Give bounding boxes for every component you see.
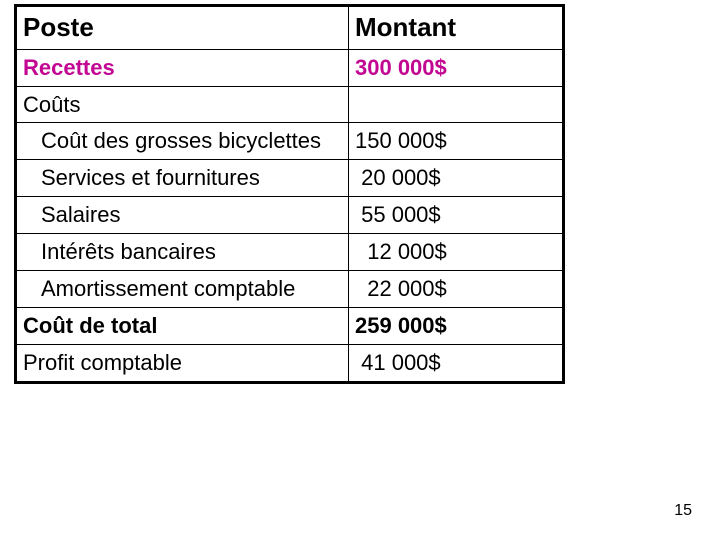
col-header-montant: Montant (349, 7, 563, 50)
table-row: Salaires 55 000$ (17, 197, 563, 234)
cell-poste: Coût de total (23, 313, 157, 338)
cell-poste: Services et fournitures (23, 162, 260, 194)
table-row: Coût des grosses bicyclettes 150 000$ (17, 123, 563, 160)
page-number: 15 (674, 502, 692, 520)
table: Poste Montant Recettes 300 000$ Coûts Co… (16, 6, 563, 382)
cell-poste: Salaires (23, 199, 120, 231)
cell-poste: Recettes (23, 55, 115, 80)
cell-montant: 259 000$ (355, 313, 447, 338)
cell-montant: 22 000$ (367, 276, 447, 301)
table-row: Services et fournitures 20 000$ (17, 160, 563, 197)
table-row: Recettes 300 000$ (17, 49, 563, 86)
cell-poste: Coûts (23, 92, 80, 117)
cell-poste: Amortissement comptable (23, 273, 295, 305)
table-row: Profit comptable 41 000$ (17, 344, 563, 381)
cell-montant: 55 000$ (361, 202, 441, 227)
cell-poste: Profit comptable (23, 350, 182, 375)
cell-montant: 12 000$ (367, 239, 447, 264)
cell-montant: 20 000$ (361, 165, 441, 190)
cell-montant: 41 000$ (361, 350, 441, 375)
table-row: Intérêts bancaires 12 000$ (17, 234, 563, 271)
cell-poste: Coût des grosses bicyclettes (23, 125, 321, 157)
cell-poste: Intérêts bancaires (23, 236, 216, 268)
financial-table: Poste Montant Recettes 300 000$ Coûts Co… (14, 4, 565, 384)
table-row: Coût de total 259 000$ (17, 307, 563, 344)
table-header-row: Poste Montant (17, 7, 563, 50)
table-row: Amortissement comptable 22 000$ (17, 271, 563, 308)
cell-montant: 300 000$ (355, 55, 447, 80)
table-row: Coûts (17, 86, 563, 123)
cell-montant: 150 000$ (355, 128, 447, 153)
col-header-poste: Poste (17, 7, 349, 50)
